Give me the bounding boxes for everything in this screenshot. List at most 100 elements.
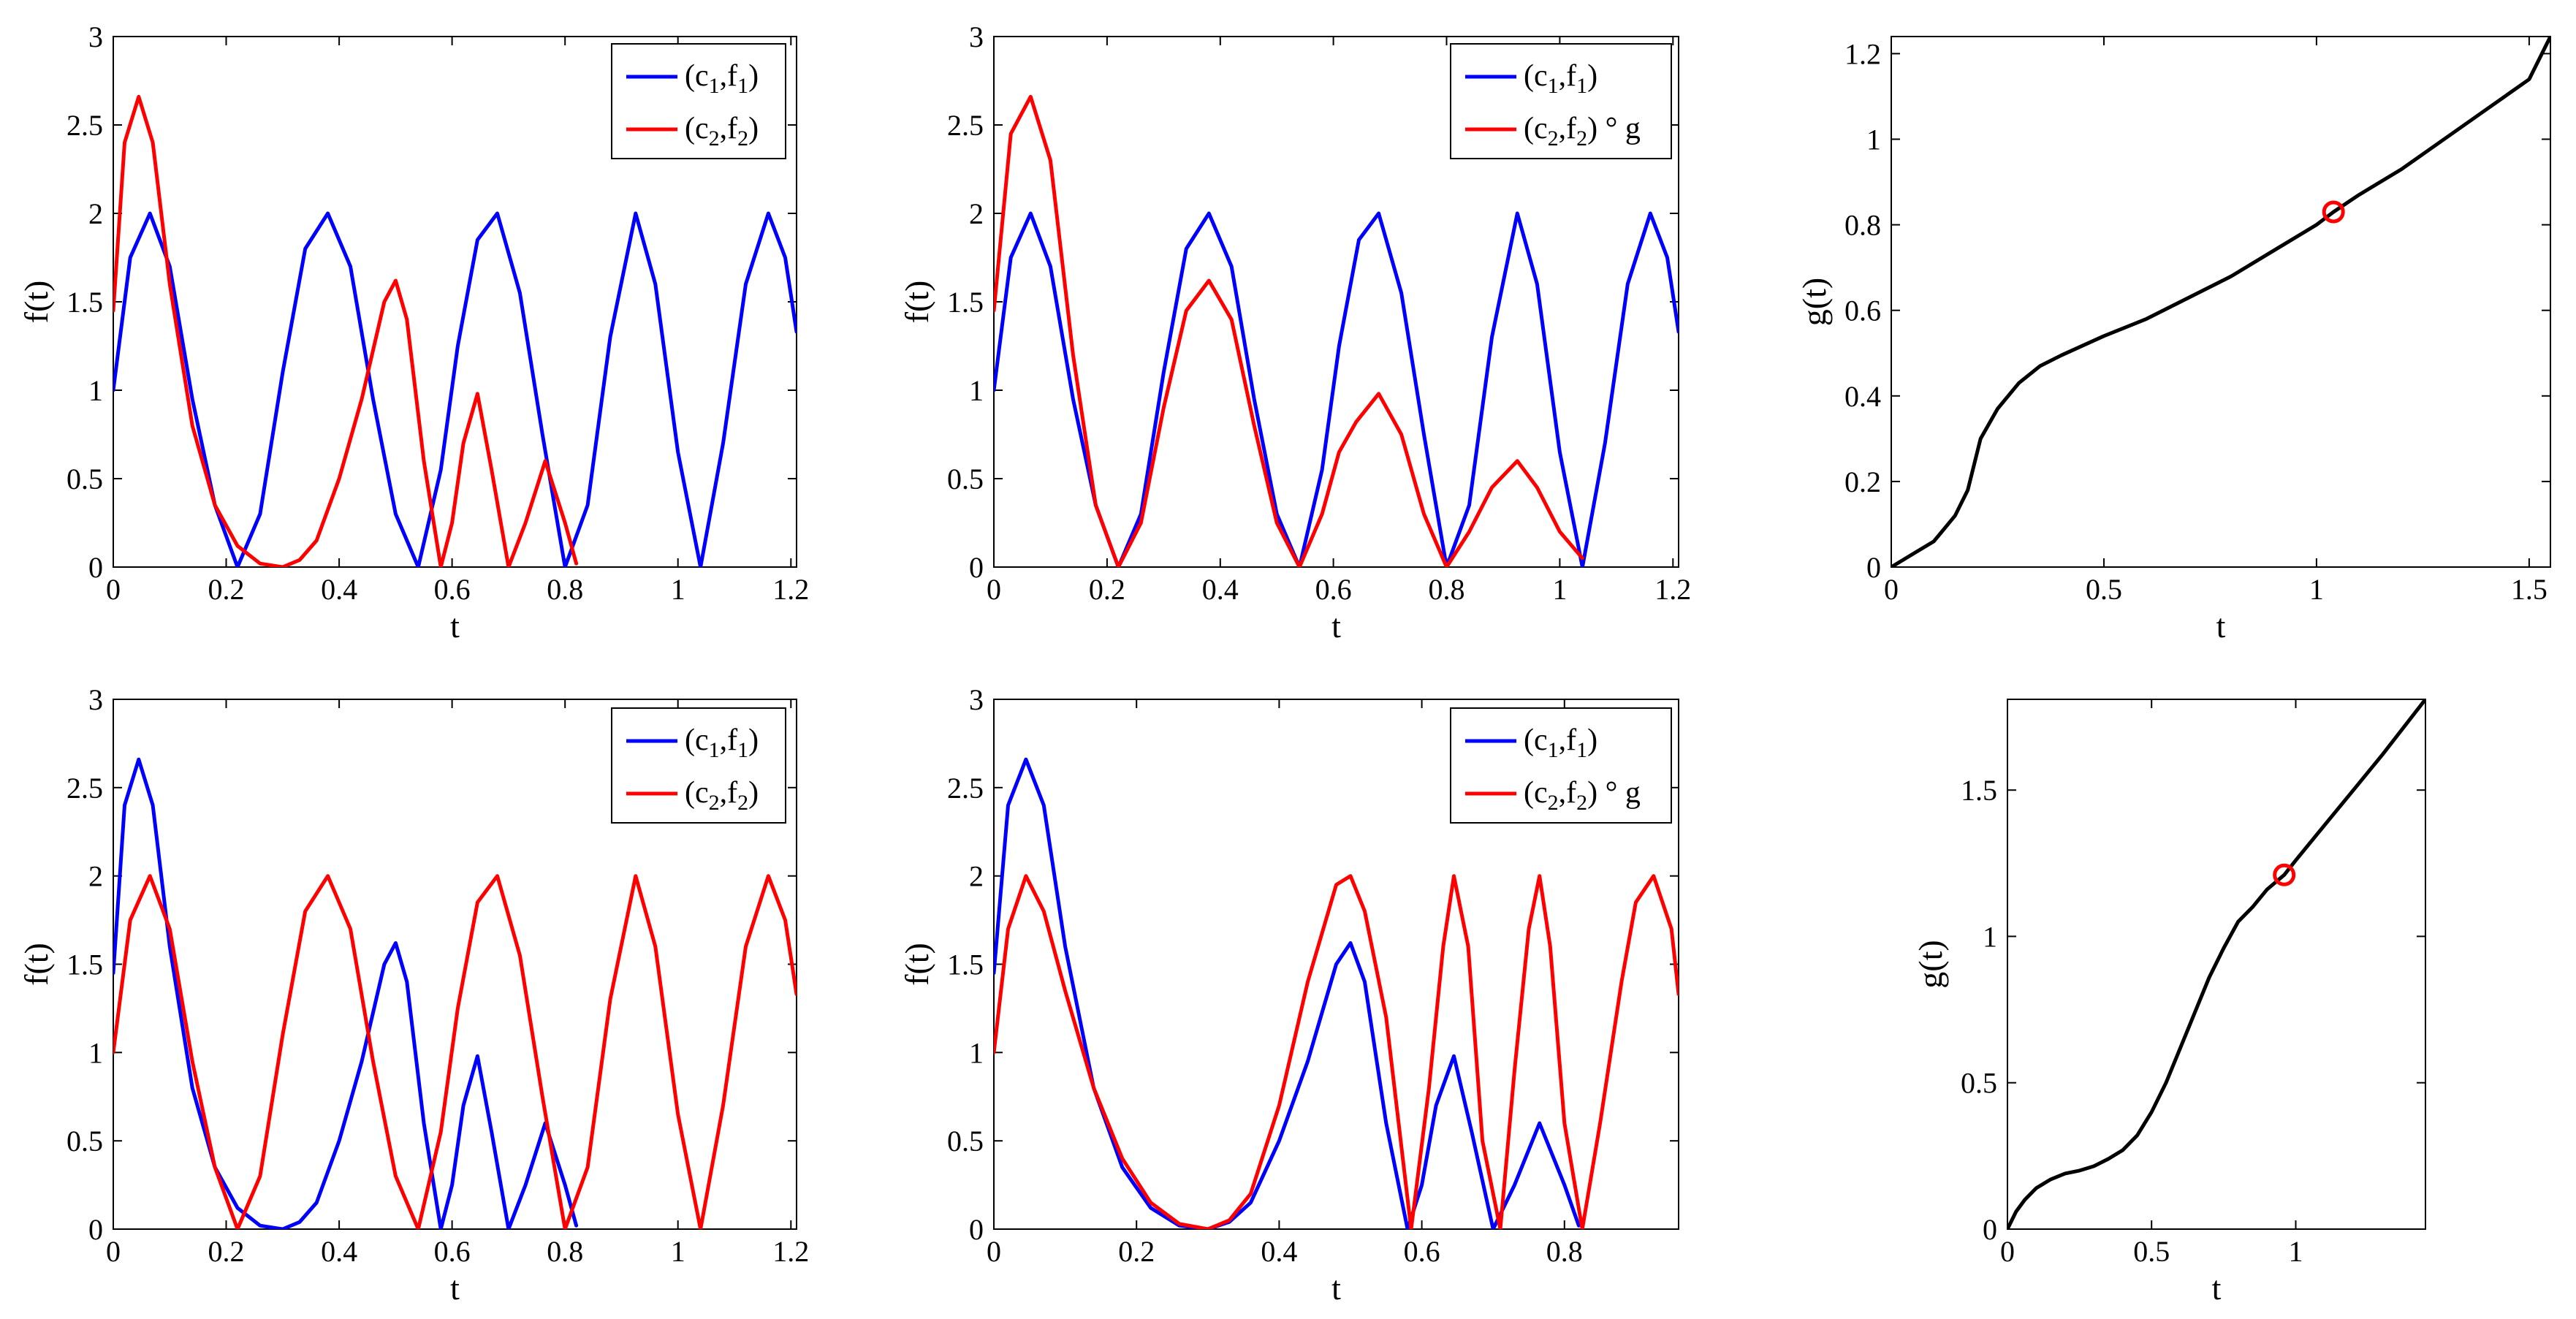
legend-text-part: ,f <box>720 112 738 145</box>
series-line <box>113 211 797 567</box>
y-axis-label: f(t) <box>18 281 55 324</box>
legend-text-part: ) ° g <box>1587 112 1641 145</box>
y-tick-label: 2 <box>88 197 103 230</box>
chart-bottom-middle: 0 0.2 0.4 0.6 0.800.511.522.53tf(t)(c1,f1)(c… <box>898 683 1679 1307</box>
x-tick-label: 0.2 <box>1089 573 1125 606</box>
series-line <box>1891 37 2550 567</box>
legend-text-part: ) <box>748 59 759 93</box>
y-tick-label: 2 <box>969 860 984 893</box>
legend-text-part: ,f <box>720 776 738 810</box>
x-tick-label: 1.2 <box>1654 573 1691 606</box>
chart-top-middle: 0 0.2 0.4 0.6 0.8 1 1.200.511.522.53tf(t)(c1,f… <box>898 20 1691 645</box>
legend-subscript: 2 <box>737 126 748 151</box>
x-axis-label: t <box>1331 607 1341 645</box>
legend-subscript: 2 <box>709 126 720 151</box>
x-tick-label: 0.4 <box>321 573 357 606</box>
y-tick-label: 3 <box>969 20 984 53</box>
legend-text-part: ,f <box>1559 776 1577 810</box>
legend-text-part: ,f <box>1559 723 1577 757</box>
y-tick-label: 0.5 <box>1961 1067 1997 1100</box>
y-tick-label: 0 <box>1983 1213 1997 1246</box>
legend-text-part: (c <box>1524 776 1548 810</box>
series-line <box>2007 699 2425 1229</box>
y-tick-label: 1.5 <box>947 286 984 319</box>
legend-subscript: 1 <box>1576 738 1587 762</box>
legend-subscript: 1 <box>737 738 748 762</box>
legend-text-part: ,f <box>720 723 738 757</box>
x-tick-label: 0.6 <box>434 573 471 606</box>
legend-box <box>1450 707 1672 824</box>
y-tick-label: 1.5 <box>947 949 984 981</box>
legend-subscript: 1 <box>1548 738 1559 762</box>
series-line <box>994 94 1584 567</box>
x-tick-label: 0.6 <box>434 1235 471 1268</box>
marker-point <box>2322 200 2345 224</box>
x-tick-label: 1 <box>671 573 685 606</box>
legend: (c1,f1)(c2,f2) ° g <box>1450 43 1672 159</box>
y-axis-label: f(t) <box>898 281 935 324</box>
x-tick-label: 0.4 <box>1202 573 1239 606</box>
series-line <box>113 757 579 1229</box>
series-line <box>994 874 1679 1229</box>
y-tick-label: 3 <box>969 683 984 716</box>
legend-text-part: (c <box>1524 723 1548 757</box>
legend-subscript: 2 <box>1576 791 1587 815</box>
legend-subscript: 2 <box>1576 126 1587 151</box>
y-tick-label: 0 <box>88 1213 103 1246</box>
legend-subscript: 1 <box>737 74 748 98</box>
y-tick-label: 1 <box>88 374 103 407</box>
legend-subscript: 2 <box>1548 791 1559 815</box>
x-tick-label: 0.4 <box>1261 1235 1297 1268</box>
y-tick-label: 1 <box>969 374 984 407</box>
legend-text-part: (c <box>1524 59 1548 93</box>
y-tick-label: 1.5 <box>1961 774 1997 807</box>
chart-top-left: 0 0.2 0.4 0.6 0.8 1 1.200.511.522.53tf(t)(c1,f… <box>18 20 809 645</box>
x-tick-label: 0.8 <box>547 573 583 606</box>
x-tick-label: 0.2 <box>208 573 245 606</box>
x-tick-label: 0.2 <box>208 1235 245 1268</box>
y-tick-label: 0.4 <box>1844 380 1881 413</box>
legend-text-part: (c <box>685 776 709 810</box>
legend-subscript: 1 <box>1576 74 1587 98</box>
x-tick-label: 1 <box>671 1235 685 1268</box>
x-tick-label: 1 <box>2309 573 2324 606</box>
y-tick-label: 0.8 <box>1844 209 1881 242</box>
legend-text-part: ) <box>748 112 759 145</box>
x-tick-label: 0.4 <box>321 1235 357 1268</box>
y-tick-label: 1.5 <box>67 949 103 981</box>
y-tick-label: 1 <box>88 1036 103 1069</box>
y-tick-label: 1 <box>1866 123 1881 156</box>
legend-text-part: (c <box>1524 112 1548 145</box>
x-tick-label: 0 <box>106 1235 121 1268</box>
y-tick-label: 0 <box>1866 551 1881 584</box>
y-tick-label: 2.5 <box>947 772 984 805</box>
x-axis-label: t <box>1331 1269 1341 1307</box>
legend-text-part: ) <box>748 776 759 810</box>
x-tick-label: 0 <box>987 573 1001 606</box>
legend-label: (c1,f1) <box>685 723 759 762</box>
legend-label: (c1,f1) <box>1524 59 1597 98</box>
legend-subscript: 2 <box>737 791 748 815</box>
chart-top-right: 0 0.5 1 1.5 0 0.2 0.4 0.6 0.8 1 1.2 t g(t) <box>1796 36 2551 645</box>
y-tick-label: 2.5 <box>67 772 103 805</box>
y-tick-label: 2.5 <box>67 109 103 142</box>
y-tick-label: 3 <box>88 20 103 53</box>
marker-point <box>2273 863 2296 886</box>
series-line <box>113 94 579 567</box>
plot-area-top-right <box>1891 36 2551 568</box>
x-tick-label: 0.6 <box>1404 1235 1440 1268</box>
y-tick-label: 0 <box>88 551 103 584</box>
legend-label: (c1,f1) <box>685 59 759 98</box>
legend-label: (c1,f1) <box>1524 723 1597 762</box>
x-tick-label: 1 <box>1552 573 1567 606</box>
legend-label: (c2,f2) <box>685 112 759 151</box>
legend-subscript: 1 <box>709 74 720 98</box>
y-tick-label: 1 <box>1983 920 1997 953</box>
y-tick-label: 2 <box>969 197 984 230</box>
legend: (c1,f1)(c2,f2) <box>611 43 786 159</box>
legend-subscript: 1 <box>709 738 720 762</box>
x-tick-label: 0.6 <box>1315 573 1352 606</box>
y-tick-label: 1.2 <box>1844 37 1881 70</box>
legend-text-part: (c <box>685 59 709 93</box>
